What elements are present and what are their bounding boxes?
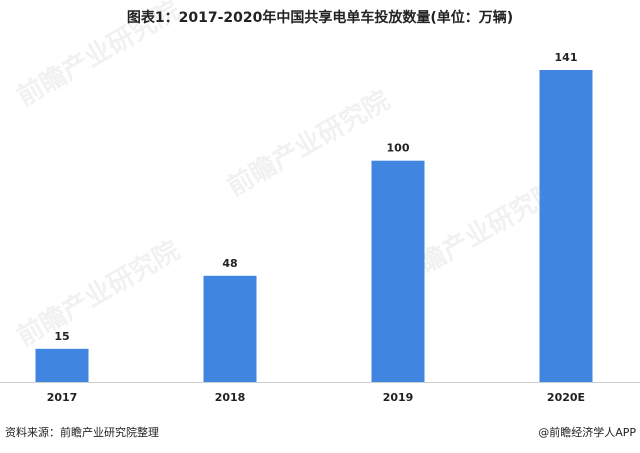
- x-tick-label: 2020E: [547, 391, 585, 404]
- watermark: 前瞻产业研究院: [222, 85, 395, 203]
- x-tick-label: 2018: [215, 391, 246, 404]
- chart-title: 图表1：2017-2020年中国共享电单车投放数量(单位：万辆): [127, 9, 513, 26]
- x-tick-label: 2017: [47, 391, 78, 404]
- bar: [539, 70, 593, 382]
- bar: [35, 348, 89, 382]
- x-tick-label: 2019: [383, 391, 414, 404]
- data-label: 15: [54, 330, 69, 343]
- source-note: 资料来源：前瞻产业研究院整理: [5, 425, 159, 439]
- data-label: 100: [387, 142, 410, 155]
- bar: [203, 275, 257, 382]
- data-label: 141: [555, 51, 578, 64]
- credit: @前瞻经济学人APP: [538, 425, 636, 439]
- watermark: 前瞻产业研究院: [12, 235, 185, 353]
- data-label: 48: [222, 257, 237, 270]
- bar: [371, 160, 425, 382]
